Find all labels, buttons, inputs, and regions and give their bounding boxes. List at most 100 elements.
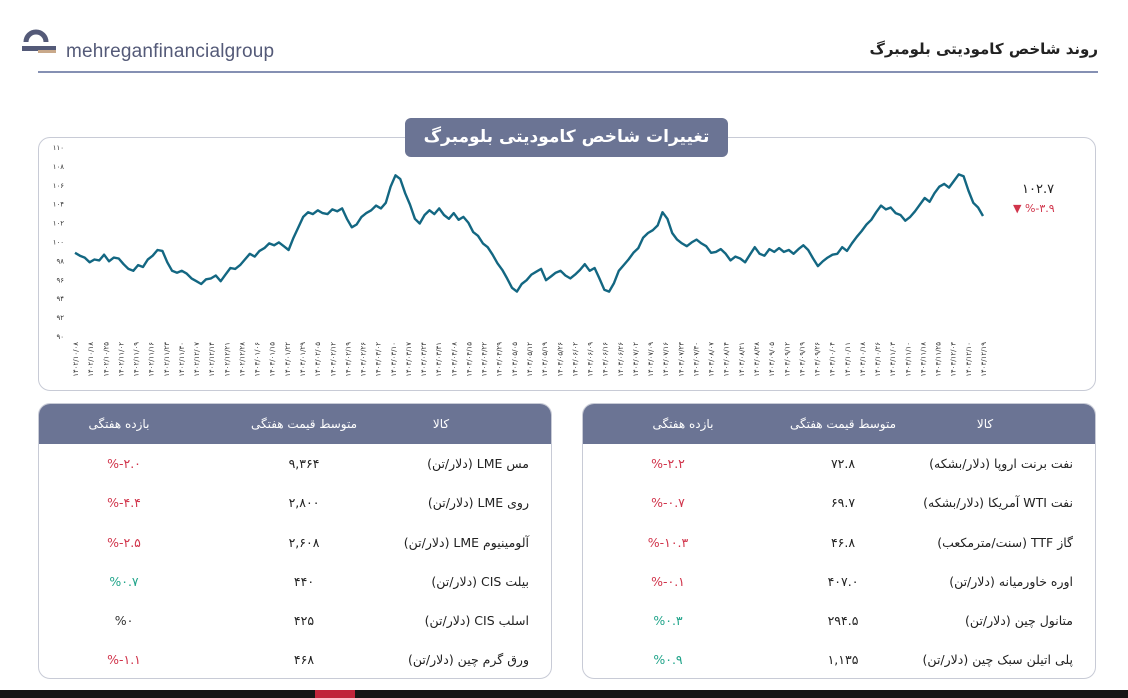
metals-table: کالا متوسط قیمت هفتگی بازده هفتگی مس LME…: [38, 403, 552, 679]
commodity-name: روی LME (دلار/تن): [427, 495, 529, 511]
commodity-name: پلی اتیلن سبک چین (دلار/تن): [922, 652, 1073, 668]
x-tick-label: ۱۴۰۳/۰۷/۳۰: [692, 342, 700, 377]
x-tick-label: ۱۴۰۳/۰۳/۰۲: [375, 342, 383, 377]
table-header: کالا متوسط قیمت هفتگی بازده هفتگی: [583, 404, 1095, 444]
x-tick-label: ۱۴۰۳/۰۱/۱۵: [269, 342, 277, 377]
x-tick-label: ۱۴۰۳/۰۴/۱۵: [465, 342, 473, 377]
col-avg-price: متوسط قیمت هفتگی: [250, 417, 358, 431]
col-weekly-return: بازده هفتگی: [652, 417, 714, 431]
x-tick-label: ۱۴۰۳/۰۷/۰۲: [632, 342, 640, 377]
y-tick-label: ۹۴: [56, 295, 64, 303]
logo-text: mehreganfinancialgroup: [66, 41, 275, 62]
table-header: کالا متوسط قیمت هفتگی بازده هفتگی: [39, 404, 551, 444]
col-item: کالا: [976, 417, 994, 431]
x-tick-label: ۱۴۰۳/۰۳/۳۱: [435, 342, 443, 377]
x-tick-label: ۱۴۰۳/۱۰/۲۶: [874, 342, 882, 377]
x-tick-label: ۱۴۰۳/۰۹/۱۲: [783, 342, 791, 377]
last-change-label: ▼ %-۳.۹: [1013, 202, 1055, 215]
y-tick-label: ۹۸: [56, 257, 64, 265]
y-tick-label: ۹۰: [56, 333, 64, 341]
commodity-name: اوره خاورمیانه (دلار/تن): [949, 573, 1073, 589]
x-tick-label: ۱۴۰۳/۰۴/۰۸: [450, 342, 458, 377]
x-tick-label: ۱۴۰۳/۰۳/۱۷: [405, 342, 413, 377]
page-title: روند شاخص کامودیتی بلومبرگ: [869, 40, 1098, 58]
weekly-return: %-۲.۵: [107, 534, 141, 550]
avg-price: ۶۹.۷: [830, 495, 856, 511]
x-tick-label: ۱۴۰۲/۱۱/۰۹: [133, 342, 141, 377]
x-tick-label: ۱۴۰۳/۰۶/۲۶: [617, 342, 625, 377]
avg-price: ۹,۳۶۴: [288, 456, 320, 471]
x-tick-label: ۱۴۰۲/۱۰/۲۵: [102, 342, 110, 377]
commodity-name: اسلب CIS (دلار/تن): [424, 613, 529, 629]
table-row: روی LME (دلار/تن) ۲,۸۰۰ %-۴.۴: [39, 483, 551, 522]
x-tick-label: ۱۴۰۳/۰۸/۰۷: [708, 342, 716, 377]
y-tick-label: ۱۱۰: [53, 144, 64, 152]
commodity-name: ورق گرم چین (دلار/تن): [408, 652, 529, 668]
x-tick-label: ۱۴۰۲/۱۱/۳۰: [178, 342, 186, 377]
x-tick-label: ۱۴۰۲/۱۱/۰۲: [117, 342, 125, 377]
y-tick-label: ۱۰۶: [53, 182, 65, 190]
brand-logo: mehreganfinancialgroup: [20, 26, 280, 66]
commodity-name: مس LME (دلار/تن): [427, 456, 529, 471]
x-tick-label: ۱۴۰۳/۱۱/۱۰: [904, 342, 912, 377]
x-tick-label: ۱۴۰۳/۰۱/۰۶: [254, 342, 262, 377]
x-tick-label: ۱۴۰۳/۰۶/۰۹: [587, 342, 595, 377]
x-tick-label: ۱۴۰۲/۱۲/۱۴: [208, 342, 216, 377]
x-tick-label: ۱۴۰۳/۰۴/۲۹: [496, 342, 504, 377]
x-tick-label: ۱۴۰۳/۱۱/۱۸: [919, 342, 927, 377]
weekly-return: %۰: [114, 613, 134, 629]
col-item: کالا: [432, 417, 450, 431]
weekly-return: %-۲.۲: [651, 456, 685, 471]
avg-price: ۴۴۰: [293, 573, 315, 589]
x-tick-label: ۱۴۰۳/۱۰/۱۸: [859, 342, 867, 377]
avg-price: ۱,۱۳۵: [827, 652, 859, 668]
x-tick-label: ۱۴۰۳/۰۳/۲۴: [420, 342, 428, 377]
down-triangle-icon: ▼: [1013, 202, 1022, 215]
x-tick-label: ۱۴۰۳/۰۳/۱۰: [390, 342, 398, 377]
weekly-return: %-۰.۷: [651, 495, 685, 511]
weekly-return: %-۱.۱: [107, 652, 141, 668]
x-tick-label: ۱۴۰۳/۰۱/۲۹: [299, 342, 307, 377]
table-row: نفت WTI آمریکا (دلار/بشکه) ۶۹.۷ %-۰.۷: [583, 483, 1095, 522]
series-line: [74, 173, 985, 293]
x-tick-label: ۱۴۰۲/۱۲/۰۷: [193, 342, 201, 377]
x-tick-label: ۱۴۰۳/۰۵/۱۹: [541, 342, 549, 377]
avg-price: ۴۶.۸: [830, 534, 856, 550]
commodity-name: بیلت CIS (دلار/تن): [431, 573, 529, 589]
y-tick-label: ۹۶: [56, 276, 64, 284]
y-tick-label: ۱۰۲: [53, 220, 65, 228]
x-tick-label: ۱۴۰۳/۰۸/۲۱: [738, 342, 746, 377]
x-tick-label: ۱۴۰۳/۰۷/۲۳: [677, 342, 685, 377]
x-tick-label: ۱۴۰۳/۰۵/۱۲: [526, 342, 534, 377]
table-row: نفت برنت اروپا (دلار/بشکه) ۷۲.۸ %-۲.۲: [583, 444, 1095, 483]
avg-price: ۴۰۷.۰: [827, 573, 859, 589]
weekly-return: %۰.۳: [653, 613, 683, 629]
x-tick-label: ۱۴۰۳/۰۸/۲۸: [753, 342, 761, 377]
x-tick-label: ۱۴۰۳/۰۸/۱۴: [723, 342, 731, 377]
last-change-value: %-۳.۹: [1024, 202, 1055, 215]
avg-price: ۷۲.۸: [830, 456, 856, 471]
weekly-return: %۰.۷: [109, 573, 139, 589]
x-tick-label: ۱۴۰۳/۰۲/۱۹: [344, 342, 352, 377]
x-tick-label: ۱۴۰۲/۱۰/۰۸: [72, 342, 80, 377]
x-tick-label: ۱۴۰۳/۱۰/۰۴: [829, 342, 837, 377]
y-tick-label: ۹۲: [56, 314, 64, 322]
x-tick-label: ۱۴۰۳/۰۶/۱۶: [602, 342, 610, 377]
x-tick-label: ۱۴۰۳/۰۲/۲۶: [360, 342, 368, 377]
logo-mark-icon: [22, 29, 56, 53]
chart-title: تغییرات شاخص کامودیتی بلومبرگ: [405, 118, 728, 157]
col-weekly-return: بازده هفتگی: [88, 417, 150, 431]
table-row: مس LME (دلار/تن) ۹,۳۶۴ %-۲.۰: [39, 444, 551, 483]
x-tick-label: ۱۴۰۳/۰۱/۲۲: [284, 342, 292, 377]
x-tick-label: ۱۴۰۳/۰۲/۱۲: [329, 342, 337, 377]
x-tick-label: ۱۴۰۳/۰۹/۱۹: [798, 342, 806, 377]
x-tick-label: ۱۴۰۳/۰۶/۰۲: [571, 342, 579, 377]
table-row: اسلب CIS (دلار/تن) ۴۲۵ %۰: [39, 601, 551, 640]
commodity-name: متانول چین (دلار/تن): [965, 613, 1073, 629]
x-tick-label: ۱۴۰۳/۱۲/۱۰: [965, 342, 973, 377]
footer-accent: [315, 690, 355, 698]
x-tick-label: ۱۴۰۳/۱۱/۲۵: [935, 342, 943, 377]
x-tick-label: ۱۴۰۲/۱۲/۲۸: [238, 342, 246, 377]
x-tick-label: ۱۴۰۳/۱۲/۰۳: [950, 342, 958, 377]
avg-price: ۴۶۸: [293, 652, 315, 668]
